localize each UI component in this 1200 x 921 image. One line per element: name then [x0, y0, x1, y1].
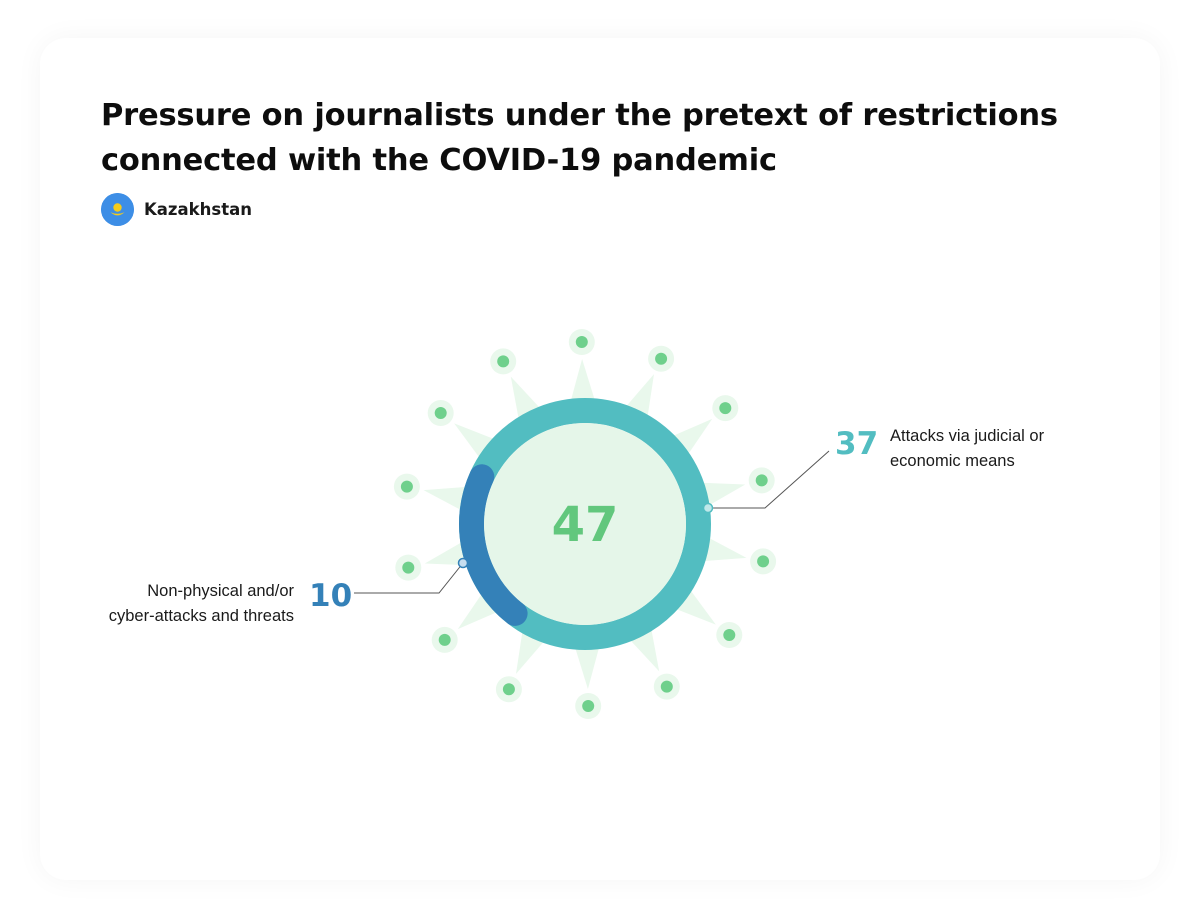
segment-label-nonphysical: Non-physical and/or cyber-attacks and th… — [108, 582, 294, 625]
leader-line-nonphysical — [354, 562, 464, 594]
segment-label-judicial: Attacks via judicial or economic means — [890, 427, 1045, 470]
virus-spike-dot — [400, 480, 413, 493]
virus-spike-dot — [660, 680, 673, 693]
segment-value-judicial: 37 — [835, 426, 879, 462]
virus-spike-dot — [582, 700, 595, 712]
virus-spike-dot — [655, 352, 668, 365]
virus-spike-dot — [434, 407, 447, 419]
chart-segment-nonphysical — [459, 464, 528, 626]
leader-dot-judicial — [702, 502, 714, 514]
virus-spike-dot — [755, 474, 768, 487]
virus-spike — [423, 486, 471, 513]
leader-line-judicial — [708, 450, 830, 509]
virus-spike-dot — [719, 402, 732, 415]
chart-total-value: 47 — [552, 497, 619, 553]
virus-spike — [699, 535, 747, 562]
virus-spike-dot — [497, 355, 510, 368]
virus-spike-dot — [502, 683, 515, 696]
leader-dot-nonphysical — [457, 557, 469, 569]
virus-spike-dot — [723, 629, 736, 641]
chart-center — [484, 423, 686, 625]
virus-spike — [698, 482, 746, 508]
virus-spike-dot — [402, 561, 415, 574]
virus-spike-dot — [757, 555, 770, 568]
country-name: Kazakhstan — [144, 200, 252, 219]
virus-spike-dot — [575, 336, 588, 348]
virus-spike-dot — [438, 633, 451, 646]
country-tag: Kazakhstan — [101, 193, 252, 226]
kazakhstan-flag-icon — [101, 193, 134, 226]
virus-spike — [574, 643, 601, 689]
segment-value-nonphysical: 10 — [309, 578, 353, 614]
virus-spike — [569, 359, 596, 405]
chart-title: Pressure on journalists under the pretex… — [101, 98, 1058, 178]
